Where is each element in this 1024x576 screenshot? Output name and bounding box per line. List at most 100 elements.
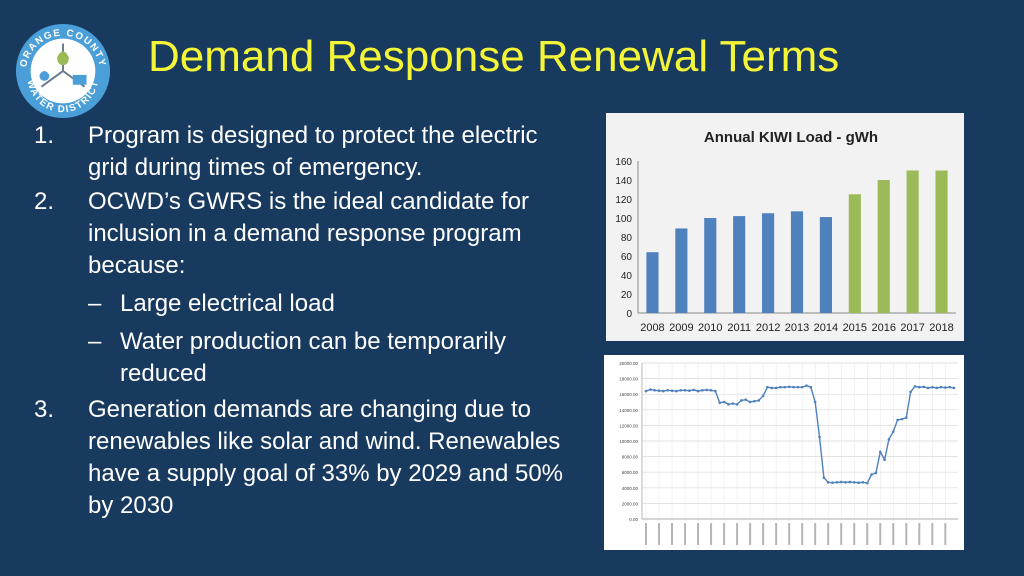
x-tick-mark — [645, 523, 647, 545]
data-point — [952, 386, 956, 390]
y-tick-label: 100 — [615, 214, 632, 225]
x-tick-label: 2014 — [814, 322, 838, 334]
data-point — [883, 458, 886, 462]
x-tick-mark — [658, 523, 661, 545]
data-point — [896, 418, 899, 422]
sub-item-1: – Large electrical load — [34, 288, 574, 320]
y-tick-label: 14000.00 — [619, 408, 638, 413]
y-tick-label: 6000.00 — [622, 470, 639, 475]
data-point — [874, 471, 878, 475]
data-point — [826, 481, 830, 484]
data-point — [935, 386, 938, 390]
x-tick-label: 2008 — [640, 322, 664, 334]
x-tick-mark — [684, 523, 687, 545]
y-tick-label: 160 — [615, 157, 632, 168]
list-item-2: 2. OCWD’s GWRS is the ideal candidate fo… — [34, 186, 574, 282]
data-point — [922, 385, 925, 389]
y-tick-label: 2000.00 — [622, 501, 639, 506]
y-tick-label: 120 — [615, 195, 632, 206]
x-tick-label: 2010 — [698, 322, 722, 334]
data-point — [848, 480, 852, 484]
y-tick-label: 140 — [615, 176, 632, 187]
y-tick-label: 0 — [626, 309, 632, 320]
data-point — [917, 385, 921, 389]
x-tick-label: 2017 — [900, 322, 924, 334]
data-point — [792, 385, 795, 389]
list-text: Program is designed to protect the elect… — [88, 122, 538, 181]
data-point — [948, 385, 951, 389]
y-tick-label: 20000.00 — [619, 361, 638, 366]
x-tick-label: 2018 — [929, 322, 953, 334]
bar — [646, 252, 659, 313]
slide-body: 1. Program is designed to protect the el… — [34, 120, 574, 524]
bar-chart: Annual KIWI Load - gWh 0 20 40 60 80 100 120 140… — [615, 129, 956, 334]
y-tick-label: 80 — [621, 233, 633, 244]
data-point — [805, 384, 808, 387]
list-number: 1. — [34, 122, 55, 149]
data-point — [770, 386, 774, 390]
sub-text: Water production can be temporarily redu… — [120, 328, 506, 387]
data-point — [774, 386, 778, 390]
data-point — [722, 400, 726, 404]
y-tick-label: 0.00 — [629, 517, 638, 522]
data-point — [701, 389, 704, 392]
data-point — [831, 481, 834, 485]
x-tick-mark — [827, 523, 830, 545]
data-point — [727, 403, 730, 406]
x-tick-mark — [775, 523, 778, 545]
x-tick-mark — [697, 523, 700, 545]
y-tick-label: 18000.00 — [619, 377, 638, 382]
data-point — [813, 400, 817, 404]
x-tick-mark — [710, 523, 713, 545]
bar — [704, 218, 717, 313]
data-point — [904, 416, 908, 419]
data-point — [757, 399, 761, 402]
data-point — [900, 417, 904, 421]
y-tick-label: 4000.00 — [622, 486, 639, 491]
data-point — [822, 476, 826, 479]
data-point — [891, 430, 895, 433]
data-point — [779, 385, 782, 389]
y-tick-label: 16000.00 — [619, 392, 638, 397]
data-point — [683, 389, 687, 392]
chart-title: Annual KIWI Load - gWh — [704, 129, 878, 146]
y-tick-label: 8000.00 — [622, 455, 639, 460]
data-point — [783, 385, 787, 389]
bar — [848, 194, 861, 313]
x-tick-mark — [918, 523, 921, 545]
data-point — [761, 394, 765, 398]
x-tick-mark — [892, 523, 895, 545]
y-tick-label: 20 — [621, 290, 633, 301]
x-tick-mark — [814, 523, 817, 545]
data-point — [709, 389, 713, 392]
bar — [675, 228, 688, 313]
data-point — [705, 388, 709, 392]
x-tick-label: 2012 — [756, 322, 780, 334]
data-point — [688, 389, 691, 392]
list-number: 3. — [34, 396, 55, 423]
x-tick-mark — [879, 523, 882, 545]
data-point — [852, 481, 856, 484]
y-tick-label: 10000.00 — [619, 439, 638, 444]
data-point — [653, 389, 656, 392]
bar — [762, 213, 775, 313]
bar-chart-panel: Annual KIWI Load - gWh 0 20 40 60 80 100 120 140… — [606, 113, 964, 341]
data-point — [731, 402, 735, 405]
x-tick-mark — [931, 523, 934, 545]
x-tick-mark — [853, 523, 856, 545]
data-point — [679, 389, 683, 392]
x-tick-mark — [944, 523, 947, 545]
data-point — [800, 385, 804, 389]
data-point — [809, 385, 813, 389]
data-point — [865, 481, 869, 485]
bar — [906, 170, 919, 313]
x-tick-mark — [749, 523, 752, 545]
x-tick-mark — [788, 523, 791, 545]
x-tick-mark — [905, 523, 908, 545]
x-tick-mark — [866, 523, 869, 545]
data-point — [844, 481, 847, 484]
data-point — [748, 400, 752, 404]
x-tick-mark — [723, 523, 726, 545]
data-point — [909, 390, 912, 394]
data-point — [666, 389, 669, 392]
